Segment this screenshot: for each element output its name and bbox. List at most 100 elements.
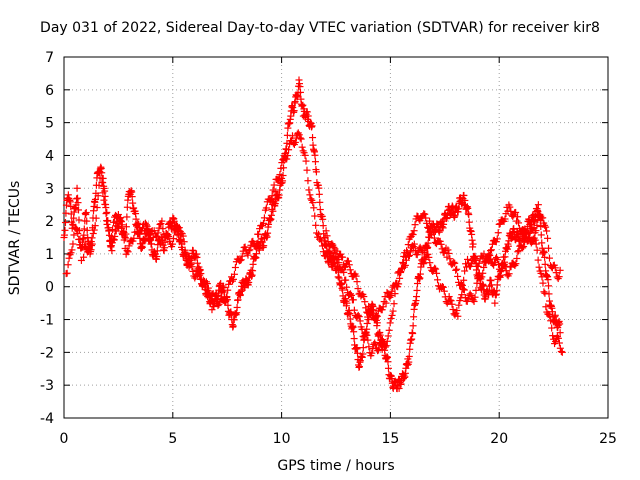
data-point [355, 313, 363, 321]
data-point [548, 324, 556, 332]
data-point [411, 221, 419, 229]
data-point [123, 247, 131, 255]
data-point [350, 335, 358, 343]
data-point [339, 286, 347, 294]
data-point [545, 282, 553, 290]
data-point [98, 178, 106, 186]
data-point [350, 306, 358, 314]
data-point [379, 303, 387, 311]
data-point [512, 208, 520, 216]
data-point [429, 228, 437, 236]
data-point [61, 219, 69, 227]
data-point [134, 219, 142, 227]
data-point [153, 247, 161, 255]
data-point [271, 188, 279, 196]
data-point [465, 218, 473, 226]
data-point [428, 222, 436, 230]
data-point [426, 217, 434, 225]
data-point [424, 250, 432, 258]
data-point [278, 159, 286, 167]
data-point [372, 341, 380, 349]
data-point [387, 291, 395, 299]
data-point [501, 215, 509, 223]
data-point [406, 345, 414, 353]
data-point [260, 242, 268, 250]
data-point [308, 122, 316, 130]
data-point [114, 211, 122, 219]
data-point [283, 155, 291, 163]
y-tick-label: -1 [40, 313, 54, 329]
data-point [109, 226, 117, 234]
data-point [384, 358, 392, 366]
data-point [123, 213, 131, 221]
data-point [521, 230, 529, 238]
data-point [295, 131, 303, 139]
data-point [75, 206, 83, 214]
data-point [93, 204, 101, 212]
data-point [354, 285, 362, 293]
data-point [264, 229, 272, 237]
data-point [311, 158, 319, 166]
data-point [547, 317, 555, 325]
data-point [88, 234, 96, 242]
data-point [445, 293, 453, 301]
data-point [460, 191, 468, 199]
data-point [91, 222, 99, 230]
data-point [395, 384, 403, 392]
data-point [211, 292, 219, 300]
data-point [537, 269, 545, 277]
data-point [330, 243, 338, 251]
data-point [97, 165, 105, 173]
data-point [389, 307, 397, 315]
data-point [549, 332, 557, 340]
data-point [269, 207, 277, 215]
data-point [67, 202, 75, 210]
data-point [319, 222, 327, 230]
data-point [446, 255, 454, 263]
data-point [362, 330, 370, 338]
data-point [104, 217, 112, 225]
data-point [555, 339, 563, 347]
data-point [302, 157, 310, 165]
data-point [384, 364, 392, 372]
data-point [345, 261, 353, 269]
data-point [102, 204, 110, 212]
data-point [108, 247, 116, 255]
data-point [558, 348, 566, 356]
data-point [382, 342, 390, 350]
data-point [63, 269, 71, 277]
data-point [80, 253, 88, 261]
data-point [304, 177, 312, 185]
data-point [405, 252, 413, 260]
data-point [422, 214, 430, 222]
data-point [454, 312, 462, 320]
data-point [546, 312, 554, 320]
data-point [535, 263, 543, 271]
data-point [101, 200, 109, 208]
data-point [80, 231, 88, 239]
data-point [322, 227, 330, 235]
data-point [85, 244, 93, 252]
data-point [405, 352, 413, 360]
data-point [515, 219, 523, 227]
data-point [179, 232, 187, 240]
data-point [458, 281, 466, 289]
data-point [275, 175, 283, 183]
data-point [450, 258, 458, 266]
data-point [358, 325, 366, 333]
data-point [413, 286, 421, 294]
data-point [365, 343, 373, 351]
data-point [486, 247, 494, 255]
data-point [370, 316, 378, 324]
data-point [170, 235, 178, 243]
data-point [262, 204, 270, 212]
data-point [361, 298, 369, 306]
data-point [347, 291, 355, 299]
x-tick-label: 5 [168, 431, 177, 447]
data-point [430, 234, 438, 242]
data-point [255, 230, 263, 238]
data-point [123, 203, 131, 211]
data-point [448, 300, 456, 308]
data-point [303, 166, 311, 174]
data-point [533, 221, 541, 229]
